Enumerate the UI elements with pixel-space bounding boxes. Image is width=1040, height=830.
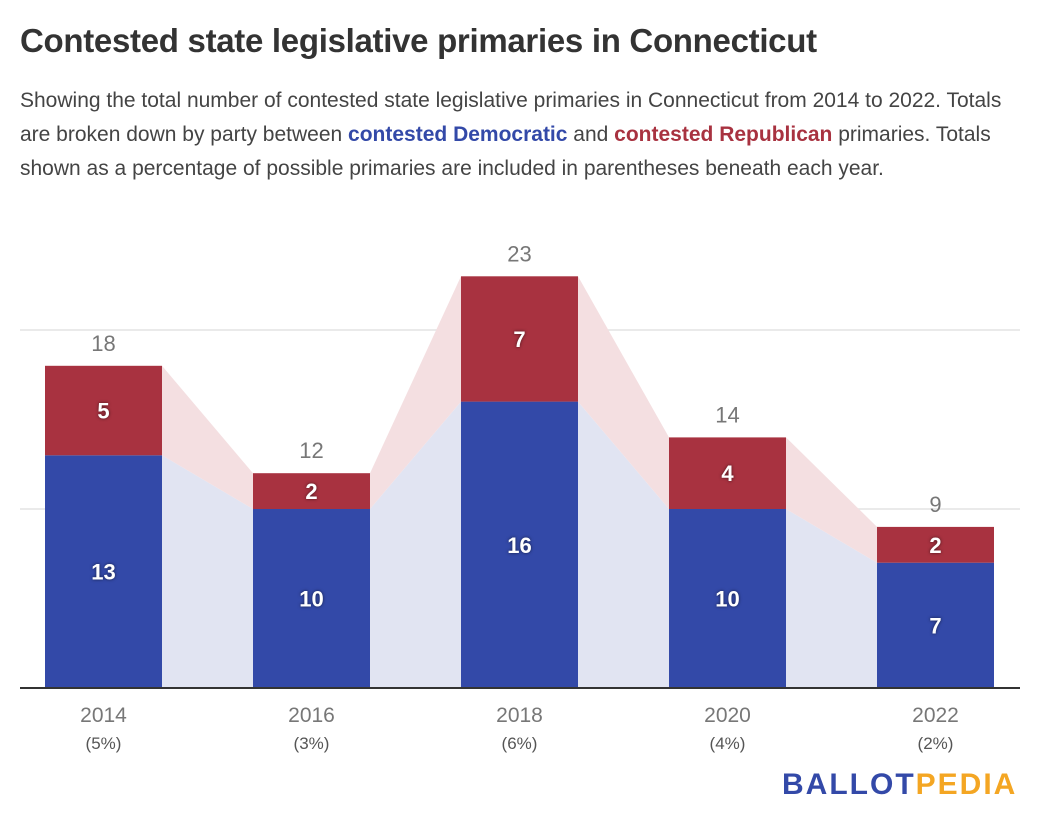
dem-value-label: 10	[715, 587, 739, 612]
dem-value-label: 13	[91, 560, 115, 585]
rep-value-label: 5	[97, 399, 109, 424]
subtitle-text: Showing the total number of contested st…	[20, 89, 1002, 146]
total-label: 18	[91, 331, 115, 356]
x-tick-sublabel: (5%)	[86, 734, 122, 753]
dem-bar	[253, 509, 370, 688]
x-tick-label: 2018	[496, 704, 543, 727]
dem-value-label: 16	[507, 533, 531, 558]
x-tick-label: 2014	[80, 704, 127, 727]
x-tick-label: 2020	[704, 704, 751, 727]
rep-value-label: 2	[305, 479, 317, 504]
rep-value-label: 4	[721, 461, 734, 486]
dem-legend-label: contested Democratic	[348, 123, 568, 146]
rep-bar	[461, 276, 578, 402]
dem-bar	[877, 562, 994, 688]
rep-area	[162, 365, 253, 509]
x-tick-sublabel: (2%)	[918, 734, 954, 753]
dem-bar	[461, 401, 578, 688]
rep-bar	[45, 365, 162, 456]
x-tick-label: 2022	[912, 704, 959, 727]
dem-area	[370, 401, 461, 688]
x-tick-sublabel: (6%)	[502, 734, 538, 753]
dem-bar	[669, 509, 786, 688]
x-tick-sublabel: (3%)	[294, 734, 330, 753]
rep-value-label: 2	[929, 533, 941, 558]
subtitle-text: primaries. Totals shown as a percentage …	[20, 123, 991, 180]
rep-area	[578, 276, 669, 509]
rep-area	[370, 276, 461, 509]
logo-part: BALLOT	[782, 768, 916, 801]
rep-value-label: 7	[513, 327, 525, 352]
chart-title: Contested state legislative primaries in…	[20, 22, 817, 59]
rep-bar	[877, 526, 994, 563]
dem-area	[786, 509, 877, 688]
dem-area	[578, 401, 669, 688]
logo-part: PEDIA	[915, 768, 1018, 801]
ballotpedia-logo: BALLOTPEDIA	[782, 768, 1017, 802]
dem-value-label: 7	[929, 613, 941, 638]
total-label: 14	[715, 402, 739, 427]
total-label: 12	[299, 438, 323, 463]
rep-legend-label: contested Republican	[614, 123, 833, 146]
rep-bar	[253, 473, 370, 509]
dem-area	[162, 455, 253, 688]
subtitle-text: and	[567, 123, 615, 146]
dem-value-label: 10	[299, 587, 323, 612]
x-tick-sublabel: (4%)	[710, 734, 746, 753]
chart-subtitle: Showing the total number of contested st…	[20, 84, 1030, 186]
total-label: 9	[929, 492, 941, 517]
total-label: 23	[507, 241, 531, 266]
dem-bar	[45, 455, 162, 688]
x-tick-label: 2016	[288, 704, 335, 727]
rep-area	[786, 437, 877, 563]
rep-bar	[669, 437, 786, 509]
